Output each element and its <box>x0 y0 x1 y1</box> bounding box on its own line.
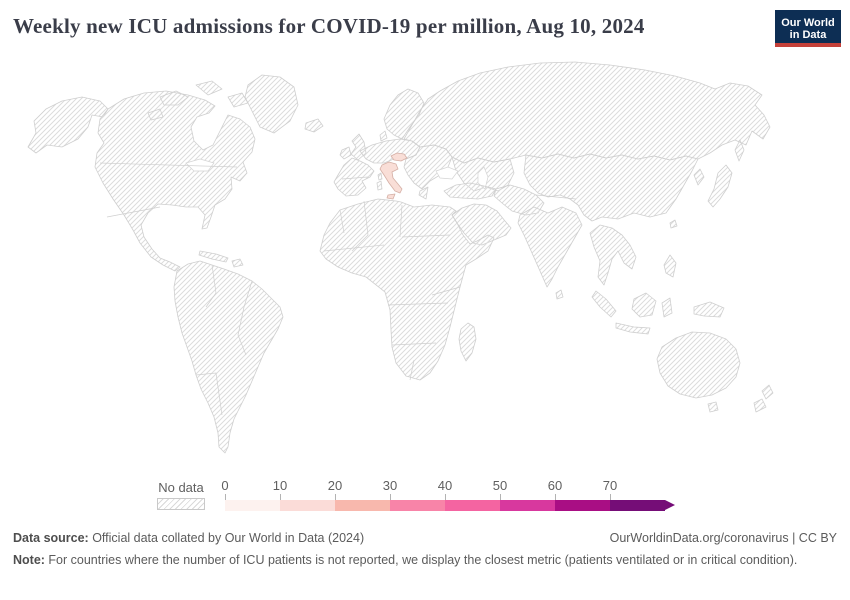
landmass-taiwan[interactable] <box>669 219 678 229</box>
landmass-greenland[interactable] <box>244 74 299 134</box>
landmass-new-guinea[interactable] <box>693 301 725 318</box>
chart-footer: Data source: Official data collated by O… <box>13 531 837 568</box>
landmass-sardinia-corsica[interactable] <box>376 172 383 191</box>
country-border-us-canada <box>99 162 238 168</box>
owid-logo-line2: in Data <box>789 28 827 41</box>
landmass-turkey[interactable] <box>443 182 497 200</box>
landmass-denmark[interactable] <box>379 130 388 142</box>
legend-tick <box>445 494 446 500</box>
landmass-india[interactable] <box>517 206 583 288</box>
landmass-korea[interactable] <box>693 168 705 186</box>
landmass-indochina[interactable] <box>589 224 637 286</box>
legend-bin-70[interactable] <box>610 500 665 511</box>
legend-no-data-label: No data <box>158 480 204 495</box>
country-border-tibet <box>535 194 577 200</box>
legend-bin-20[interactable] <box>335 500 390 511</box>
legend-tick-label: 70 <box>602 478 618 493</box>
legend-tick-label: 50 <box>492 478 508 493</box>
landmass-arabia[interactable] <box>451 203 512 246</box>
legend-tick-label: 60 <box>547 478 563 493</box>
legend-tick-label: 10 <box>272 478 288 493</box>
owid-logo-line1: Our World <box>781 16 835 29</box>
landmass-tasmania[interactable] <box>707 401 719 413</box>
landmass-alaska[interactable] <box>27 96 109 154</box>
legend-tick <box>390 494 391 500</box>
data-source-text: Official data collated by Our World in D… <box>88 531 365 545</box>
legend-tick <box>280 494 281 500</box>
country-borders-south-america <box>195 264 253 416</box>
note-text: For countries where the number of ICU pa… <box>44 553 798 567</box>
landmass-madagascar[interactable] <box>458 322 477 362</box>
landmass-australia[interactable] <box>656 331 741 399</box>
data-source-line: Data source: Official data collated by O… <box>13 531 364 545</box>
legend-bin-40[interactable] <box>445 500 500 511</box>
landmass-sumatra[interactable] <box>591 290 617 318</box>
country-borders-africa <box>323 200 461 381</box>
landmass-philippines[interactable] <box>663 254 677 278</box>
landmass-caribbean[interactable] <box>198 250 244 268</box>
data-source-label: Data source: <box>13 531 89 545</box>
landmass-ireland[interactable] <box>339 146 352 160</box>
legend-no-data[interactable]: No data <box>157 480 205 510</box>
landmass-south-america[interactable] <box>173 260 284 454</box>
landmass-java[interactable] <box>615 322 651 335</box>
legend-tick <box>500 494 501 500</box>
landmass-iceland[interactable] <box>304 118 324 133</box>
great-lakes <box>185 158 215 172</box>
country-italy[interactable] <box>379 161 403 200</box>
owid-logo-accent-bar <box>775 43 841 47</box>
legend-color-bar[interactable]: 0 10 20 30 40 50 60 70 <box>221 478 675 511</box>
country-border-us-mexico <box>106 206 161 218</box>
legend-tick-label: 20 <box>327 478 343 493</box>
landmass-sri-lanka[interactable] <box>555 289 564 300</box>
legend-tick <box>555 494 556 500</box>
chart-title: Weekly new ICU admissions for COVID-19 p… <box>13 14 645 38</box>
landmass-arctic-islands[interactable] <box>147 80 249 121</box>
landmass-borneo[interactable] <box>631 292 657 318</box>
world-map[interactable] <box>0 55 850 475</box>
legend-bin-10[interactable] <box>280 500 335 511</box>
legend-bin-30[interactable] <box>390 500 445 511</box>
legend-bin-60[interactable] <box>555 500 610 511</box>
landmass-new-zealand[interactable] <box>753 384 774 413</box>
legend-bin-0[interactable] <box>225 500 280 511</box>
landmass-russia-siberia[interactable] <box>403 61 771 164</box>
landmass-japan[interactable] <box>707 164 733 208</box>
legend-tick <box>335 494 336 500</box>
note-line: Note: For countries where the number of … <box>13 552 803 568</box>
landmass-sulawesi[interactable] <box>661 297 673 318</box>
landmass-africa[interactable] <box>319 198 495 381</box>
legend-open-ended-arrow <box>665 500 675 510</box>
map-legend: No data 0 10 20 30 40 50 60 70 <box>0 478 850 516</box>
black-sea <box>435 166 459 180</box>
landmass-iberia-france[interactable] <box>333 157 375 197</box>
legend-tick-label: 30 <box>382 478 398 493</box>
owid-coronavirus-link[interactable]: OurWorldinData.org/coronavirus | CC BY <box>609 531 837 545</box>
landmass-greece[interactable] <box>418 186 429 200</box>
legend-no-data-swatch[interactable] <box>157 498 205 510</box>
landmass-north-america[interactable] <box>94 90 256 272</box>
legend-tick-label: 0 <box>221 478 229 493</box>
country-slovakia[interactable] <box>390 152 408 162</box>
legend-tick <box>225 494 226 500</box>
landmass-sakhalin[interactable] <box>734 139 745 162</box>
owid-logo[interactable]: Our World in Data <box>775 10 841 47</box>
legend-bin-50[interactable] <box>500 500 555 511</box>
legend-tick <box>610 494 611 500</box>
caspian-sea <box>477 166 489 190</box>
note-label: Note: <box>13 553 45 567</box>
landmass-china-east-asia[interactable] <box>523 153 699 222</box>
country-border-pyrenees <box>341 176 369 180</box>
legend-tick-label: 40 <box>437 478 453 493</box>
